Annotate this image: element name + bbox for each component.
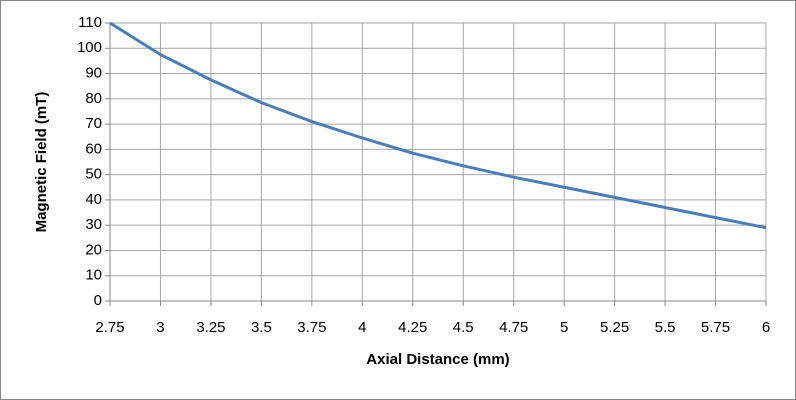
x-tick-label: 3.5 xyxy=(251,319,272,336)
x-axis-label: Axial Distance (mm) xyxy=(366,351,509,368)
x-tick-label: 3.75 xyxy=(297,319,326,336)
y-axis-label: Magnetic Field (mT) xyxy=(33,92,50,233)
y-tick-label: 70 xyxy=(85,115,102,132)
x-tick-label: 2.75 xyxy=(95,319,124,336)
x-tick-label: 4 xyxy=(358,319,366,336)
x-tick-label: 5.75 xyxy=(701,319,730,336)
x-tick-label: 6 xyxy=(762,319,770,336)
x-tick-label: 5.25 xyxy=(600,319,629,336)
data-line xyxy=(109,21,767,230)
y-tick-label: 50 xyxy=(85,166,102,183)
y-tick-label: 90 xyxy=(85,65,102,82)
x-tick-label: 4.75 xyxy=(499,319,528,336)
x-tick-label: 3 xyxy=(156,319,164,336)
y-tick-label: 20 xyxy=(85,241,102,258)
y-tick-label: 10 xyxy=(85,267,102,284)
y-tick-label: 30 xyxy=(85,216,102,233)
x-tick-label: 4.5 xyxy=(453,319,474,336)
y-tick-label: 0 xyxy=(94,292,102,309)
x-tick-label: 5 xyxy=(560,319,568,336)
x-tick-label: 4.25 xyxy=(398,319,427,336)
y-tick-label: 80 xyxy=(85,90,102,107)
y-tick-label: 60 xyxy=(85,140,102,157)
y-tick-label: 100 xyxy=(77,39,102,56)
y-tick-label: 40 xyxy=(85,191,102,208)
x-tick-label: 3.25 xyxy=(196,319,225,336)
y-tick-label: 110 xyxy=(78,14,102,31)
x-tick-label: 5.5 xyxy=(655,319,676,336)
